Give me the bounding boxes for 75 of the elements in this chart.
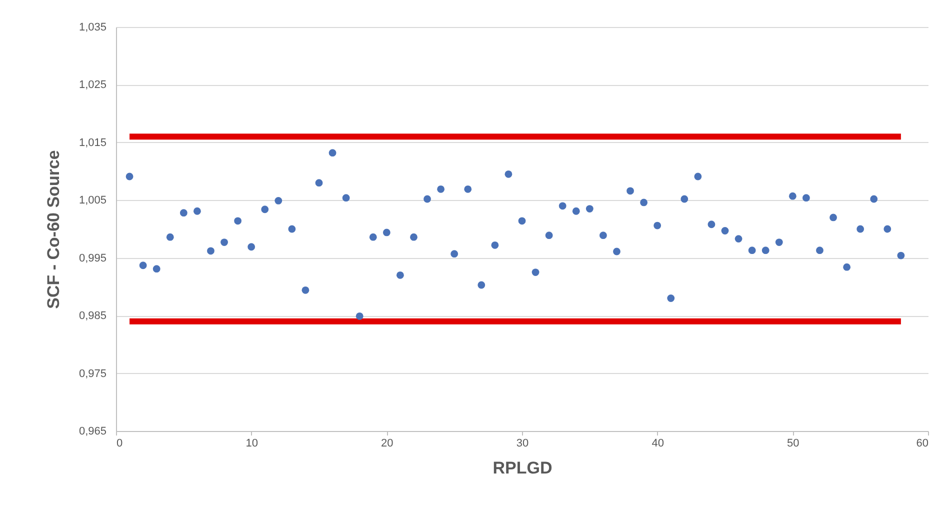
- point: [302, 286, 310, 294]
- point: [328, 149, 336, 157]
- point: [545, 232, 553, 240]
- x-axis-title: RPLGD: [492, 458, 552, 478]
- point: [640, 198, 648, 206]
- point: [166, 233, 174, 241]
- point: [342, 194, 350, 202]
- point: [532, 268, 540, 276]
- x-tick-label: 0: [116, 438, 123, 450]
- point: [721, 227, 729, 234]
- point: [572, 207, 580, 215]
- y-tick-label: 1,015: [78, 136, 106, 149]
- point: [694, 172, 702, 180]
- point: [775, 238, 783, 246]
- point: [830, 214, 837, 222]
- point: [613, 248, 620, 256]
- point: [152, 265, 160, 273]
- point: [410, 233, 418, 241]
- point: [680, 195, 688, 203]
- point: [207, 247, 214, 255]
- point: [261, 206, 269, 214]
- point: [382, 228, 390, 236]
- point: [518, 217, 526, 225]
- point: [234, 217, 242, 225]
- x-tick-label: 10: [246, 438, 258, 450]
- point: [424, 195, 431, 203]
- point: [586, 205, 594, 212]
- point: [220, 238, 228, 246]
- y-axis-title: SCF - Co-60 Source: [44, 150, 63, 309]
- point: [599, 232, 607, 240]
- point: [870, 195, 878, 203]
- x-tick-label: 60: [916, 438, 928, 450]
- point: [274, 197, 282, 204]
- point: [762, 246, 770, 254]
- point: [734, 235, 742, 243]
- point: [802, 194, 810, 202]
- point: [369, 233, 377, 241]
- point: [748, 246, 756, 254]
- point: [396, 271, 404, 279]
- point: [248, 243, 256, 251]
- point: [708, 220, 716, 228]
- y-tick-label: 0,985: [78, 310, 106, 322]
- point: [843, 263, 851, 271]
- point: [558, 202, 566, 210]
- point: [315, 179, 323, 187]
- point: [288, 225, 296, 233]
- point: [478, 281, 486, 289]
- point: [667, 294, 675, 302]
- y-tick-label: 1,035: [78, 22, 106, 34]
- point: [856, 225, 864, 233]
- y-tick-label: 0,975: [78, 368, 106, 380]
- point: [356, 312, 364, 320]
- point: [193, 207, 201, 215]
- point: [450, 250, 458, 258]
- point: [816, 246, 824, 254]
- point: [464, 185, 472, 193]
- y-tick-label: 1,005: [78, 194, 106, 207]
- y-tick-label: 0,995: [78, 252, 106, 264]
- point: [788, 192, 796, 200]
- x-tick-label: 20: [381, 438, 394, 450]
- point: [504, 170, 512, 178]
- point: [626, 187, 634, 195]
- point: [897, 252, 905, 260]
- y-tick-label: 1,025: [78, 79, 106, 92]
- point: [180, 209, 188, 217]
- point: [491, 241, 499, 249]
- point: [884, 225, 892, 233]
- point: [654, 222, 662, 230]
- x-tick-label: 50: [787, 438, 800, 450]
- x-tick-label: 40: [652, 438, 664, 450]
- y-tick-label: 0,965: [78, 426, 106, 438]
- x-tick-label: 30: [516, 438, 529, 450]
- point: [126, 172, 134, 180]
- point: [139, 262, 147, 270]
- point: [437, 185, 445, 193]
